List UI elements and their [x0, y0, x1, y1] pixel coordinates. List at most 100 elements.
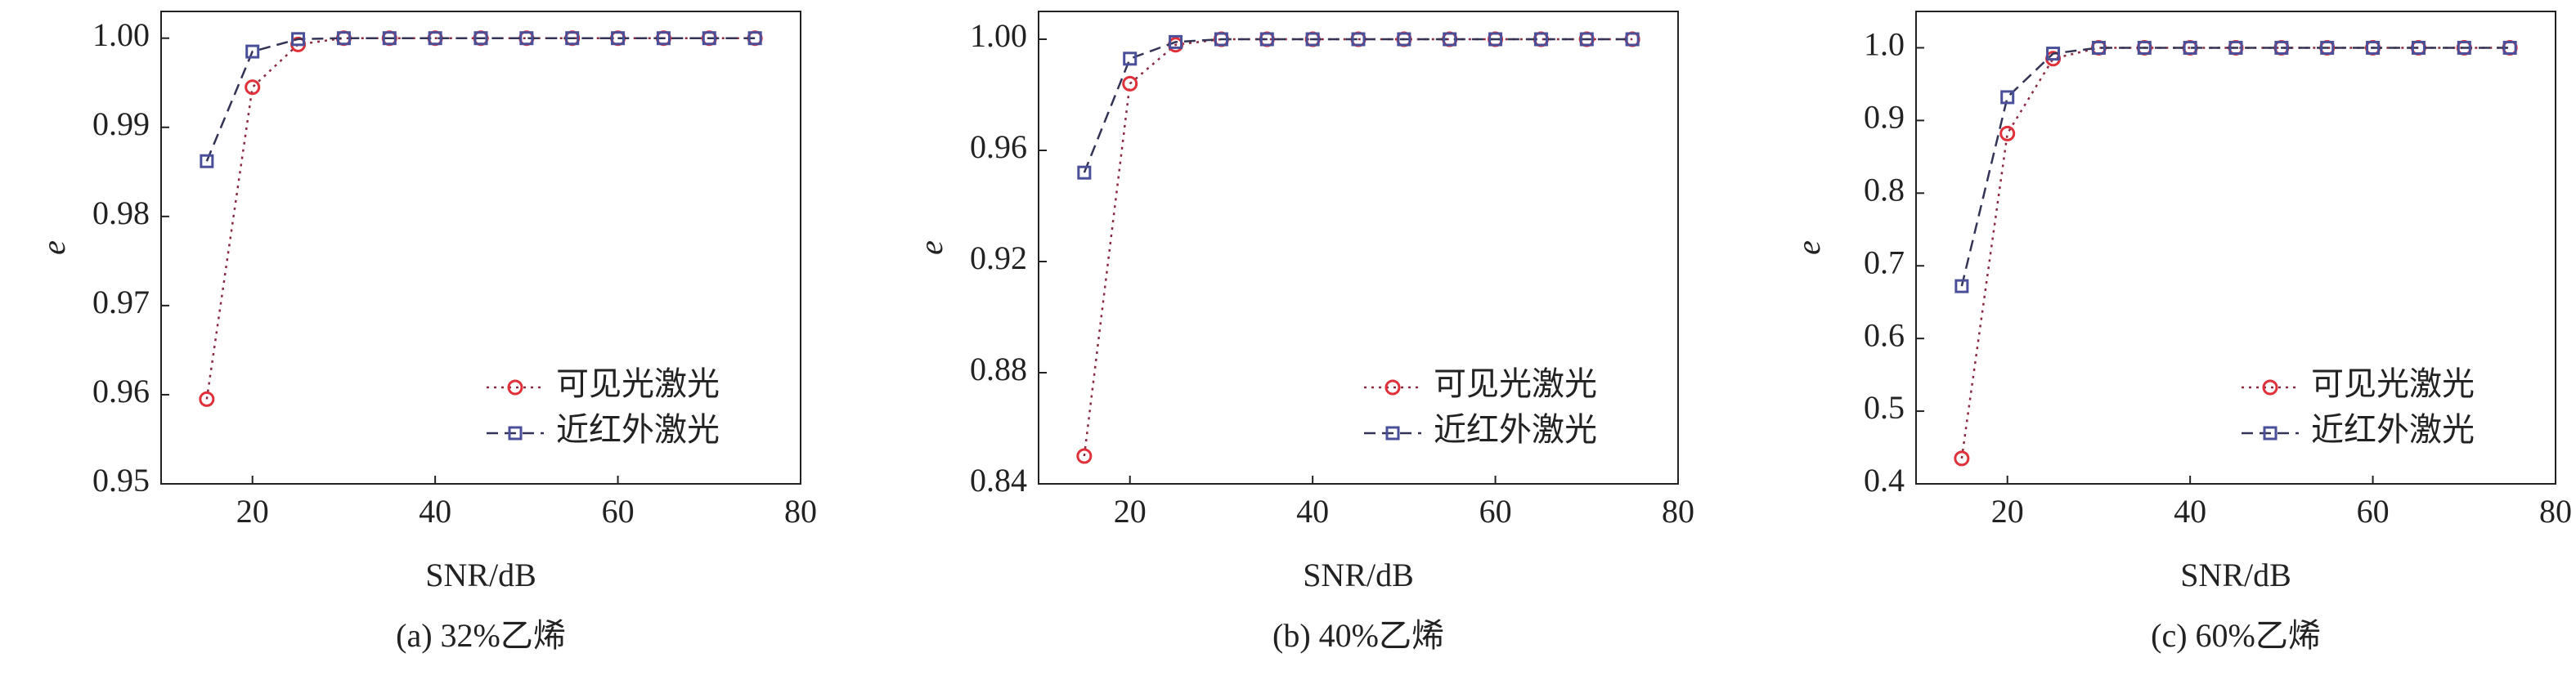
legend-label: 近红外激光	[1434, 411, 1597, 448]
x-tick-label: 20	[1114, 493, 1147, 530]
legend-symbol	[2262, 379, 2278, 396]
y-tick-label: 0.84	[970, 462, 1027, 499]
marker	[2457, 40, 2471, 55]
y-tick-label: 0.99	[92, 105, 150, 142]
x-tick-label: 60	[602, 493, 635, 530]
marker	[1488, 32, 1503, 47]
marker	[1214, 32, 1228, 47]
y-tick-label: 0.4	[1864, 462, 1905, 499]
legend-label: 可见光激光	[556, 365, 720, 402]
marker	[1351, 32, 1366, 47]
y-tick-label: 0.96	[970, 128, 1027, 165]
marker	[2183, 40, 2197, 55]
y-tick-label: 0.98	[92, 195, 150, 231]
marker	[2000, 90, 2015, 105]
series-line	[1083, 38, 1633, 457]
panel: 0.95 0.96 0.97 0.98 0.99 1.00 20 40 60 80 SNR/dB e (…	[35, 11, 817, 654]
panel: 0.84 0.88 0.92 0.96 1.00 20 40 60 80 SNR/dB e (b) 4…	[913, 11, 1694, 654]
x-tick-label: 40	[2174, 493, 2206, 530]
marker	[336, 31, 351, 46]
legend-symbol	[1384, 379, 1401, 396]
y-tick-label: 1.00	[92, 16, 150, 53]
marker	[200, 154, 214, 168]
legend-marker	[1385, 426, 1400, 441]
marker	[245, 79, 261, 96]
marker	[2411, 40, 2426, 55]
marker	[1625, 32, 1640, 47]
marker	[702, 31, 716, 46]
marker	[1123, 51, 1138, 66]
legend-label: 可见光激光	[2311, 365, 2475, 402]
legend-marker	[507, 379, 523, 396]
x-axis-label: SNR/dB	[425, 557, 536, 593]
legend-symbol	[1385, 426, 1400, 441]
marker	[1397, 32, 1411, 47]
series-line	[205, 37, 756, 400]
marker	[2137, 40, 2152, 55]
marker	[2320, 40, 2335, 55]
x-tick-label: 80	[2539, 493, 2572, 530]
marker	[382, 31, 397, 46]
series-line	[1960, 47, 2511, 287]
legend-symbol	[507, 379, 523, 396]
y-tick-label: 0.95	[92, 462, 150, 499]
series-line	[205, 37, 756, 162]
caption: (b) 40%乙烯	[1272, 617, 1444, 654]
marker	[1999, 125, 2016, 141]
marker	[1954, 279, 1969, 293]
marker	[2228, 40, 2243, 55]
marker	[1076, 448, 1093, 464]
x-tick-label: 40	[419, 493, 451, 530]
y-tick-label: 0.8	[1864, 171, 1905, 208]
caption: (a) 32%乙烯	[396, 617, 566, 654]
marker	[611, 31, 626, 46]
marker	[199, 391, 215, 407]
y-tick-label: 1.0	[1864, 26, 1905, 63]
marker	[245, 44, 260, 59]
marker	[1077, 165, 1092, 180]
y-axis-label: e	[35, 240, 72, 255]
legend-marker	[2263, 426, 2278, 441]
x-axis-label: SNR/dB	[2180, 557, 2291, 593]
plot-frame	[1915, 11, 2556, 485]
marker	[656, 31, 671, 46]
x-tick-label: 20	[1991, 493, 2024, 530]
marker	[428, 31, 442, 46]
y-tick-label: 0.92	[970, 239, 1027, 276]
x-tick-label: 40	[1296, 493, 1329, 530]
legend-marker	[2262, 379, 2278, 396]
marker	[2274, 40, 2289, 55]
y-tick-label: 0.6	[1864, 316, 1905, 353]
series-line	[1083, 38, 1633, 173]
legend-label: 近红外激光	[556, 411, 720, 448]
legend-symbol	[2263, 426, 2278, 441]
y-axis-label: e	[913, 240, 949, 255]
legend-symbol	[508, 426, 523, 441]
legend-marker	[1384, 379, 1401, 396]
marker	[747, 31, 762, 46]
y-axis-label: e	[1790, 240, 1827, 255]
marker	[1579, 32, 1594, 47]
x-tick-label: 80	[1662, 493, 1694, 530]
x-tick-label: 60	[2357, 493, 2390, 530]
y-tick-label: 0.96	[92, 373, 150, 409]
y-tick-label: 0.88	[970, 351, 1027, 387]
plot-frame	[160, 11, 801, 485]
marker	[2366, 40, 2381, 55]
caption: (c) 60%乙烯	[2151, 617, 2321, 654]
legend-marker	[508, 426, 523, 441]
y-tick-label: 0.97	[92, 284, 150, 320]
marker	[2046, 47, 2061, 61]
y-tick-label: 0.9	[1864, 99, 1905, 136]
legend-label: 可见光激光	[1434, 365, 1597, 402]
y-tick-label: 0.7	[1864, 244, 1905, 280]
panel: 0.4 0.5 0.6 0.7 0.8 0.9 1.0 20 40 60 80 SNR/dB e (c) …	[1790, 11, 2572, 654]
marker	[1443, 32, 1457, 47]
marker	[1954, 450, 1970, 467]
x-tick-label: 80	[784, 493, 817, 530]
y-tick-label: 0.5	[1864, 389, 1905, 426]
marker	[519, 31, 534, 46]
x-axis-label: SNR/dB	[1303, 557, 1414, 593]
